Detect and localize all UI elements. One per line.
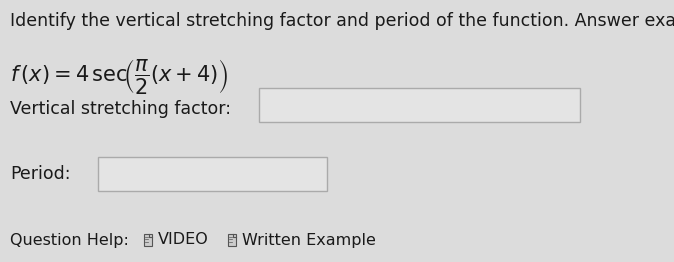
FancyBboxPatch shape	[144, 234, 152, 246]
Text: $f\,(x) = 4\,\mathrm{sec}\!\left(\dfrac{\pi}{2}(x+4)\right)$: $f\,(x) = 4\,\mathrm{sec}\!\left(\dfrac{…	[10, 57, 228, 96]
Text: Question Help:: Question Help:	[10, 232, 129, 248]
Text: Identify the vertical stretching factor and period of the function. Answer exact: Identify the vertical stretching factor …	[10, 12, 674, 30]
Text: Written Example: Written Example	[242, 232, 376, 248]
Text: Period:: Period:	[10, 165, 71, 183]
FancyBboxPatch shape	[259, 88, 580, 122]
FancyBboxPatch shape	[98, 157, 327, 191]
Text: Vertical stretching factor:: Vertical stretching factor:	[10, 100, 231, 118]
Text: VIDEO: VIDEO	[158, 232, 209, 248]
FancyBboxPatch shape	[228, 234, 236, 246]
